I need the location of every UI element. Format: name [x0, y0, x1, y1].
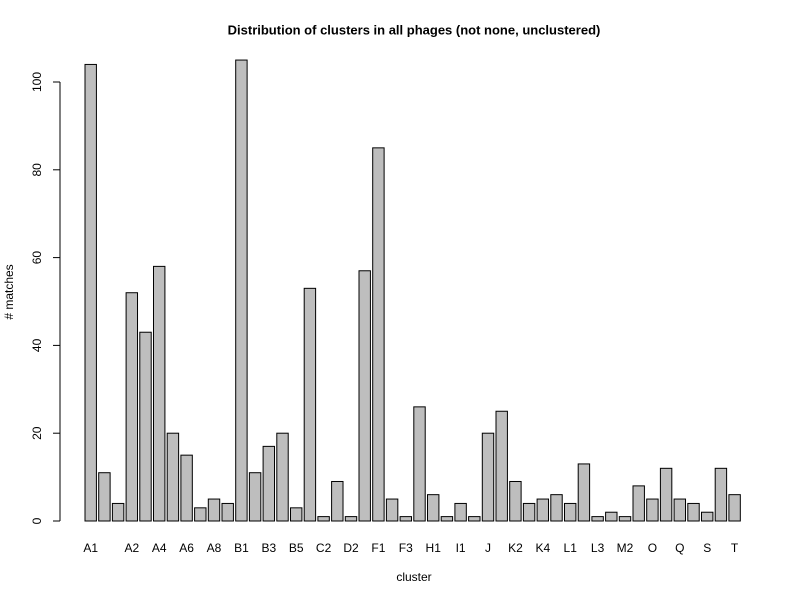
x-tick-label: A1 — [83, 541, 98, 555]
bar — [714, 467, 728, 522]
x-tick-label: J — [485, 541, 491, 555]
bar — [372, 147, 385, 522]
x-tick-label: F1 — [371, 541, 385, 555]
y-tick-label: 0 — [30, 517, 44, 524]
bar — [139, 331, 152, 522]
y-tick-label: 80 — [30, 163, 44, 177]
x-tick-label: C2 — [316, 541, 332, 555]
x-tick-label: S — [703, 541, 711, 555]
x-tick-label: K2 — [508, 541, 523, 555]
x-tick-label: A2 — [124, 541, 139, 555]
bar — [194, 507, 207, 522]
y-tick-label: 40 — [30, 338, 44, 352]
x-tick-label: A4 — [152, 541, 167, 555]
x-tick-label: K4 — [535, 541, 550, 555]
bar — [413, 406, 426, 522]
x-axis-label: cluster — [396, 570, 431, 584]
bar — [358, 270, 371, 522]
bar — [577, 463, 591, 522]
bar — [468, 516, 481, 522]
bar — [235, 59, 248, 522]
bar — [180, 454, 193, 522]
x-tick-label: H1 — [426, 541, 442, 555]
x-tick-label: L1 — [564, 541, 578, 555]
bar — [659, 467, 673, 522]
bar — [440, 516, 454, 522]
bar — [536, 498, 550, 522]
bar — [153, 265, 166, 522]
y-tick-label: 20 — [30, 426, 44, 440]
bar — [550, 494, 563, 522]
bar — [221, 502, 234, 522]
bar — [262, 445, 276, 522]
bar — [564, 502, 577, 522]
x-tick-label: A6 — [179, 541, 194, 555]
bar — [591, 516, 604, 522]
bar — [84, 63, 97, 522]
bar — [344, 516, 358, 522]
bar — [427, 494, 440, 522]
bar — [509, 480, 522, 522]
bar — [331, 480, 344, 522]
x-tick-label: F3 — [399, 541, 413, 555]
y-axis-label: # matches — [2, 264, 16, 319]
bar — [303, 287, 317, 522]
x-tick-label: D2 — [343, 541, 359, 555]
bar — [618, 516, 632, 522]
bar — [632, 485, 645, 522]
bar — [385, 498, 399, 522]
bar — [290, 507, 303, 522]
bar — [673, 498, 687, 522]
bar — [98, 472, 111, 522]
bar — [646, 498, 659, 522]
chart-title: Distribution of clusters in all phages (… — [228, 22, 601, 37]
bar — [125, 292, 139, 522]
x-tick-label: L3 — [591, 541, 605, 555]
bar — [605, 511, 618, 522]
bar — [454, 502, 467, 522]
bar — [248, 472, 262, 522]
x-tick-label: M2 — [617, 541, 634, 555]
bar — [399, 516, 413, 522]
bar — [687, 502, 700, 522]
x-tick-label: I1 — [456, 541, 466, 555]
y-tick-label: 60 — [30, 251, 44, 265]
x-tick-label: Q — [675, 541, 684, 555]
bar — [728, 494, 741, 522]
x-tick-label: B5 — [289, 541, 304, 555]
x-tick-label: B3 — [261, 541, 276, 555]
bar — [317, 516, 330, 522]
bar — [276, 432, 289, 522]
x-tick-label: T — [731, 541, 739, 555]
bar — [481, 432, 495, 522]
x-tick-label: B1 — [234, 541, 249, 555]
bar — [111, 502, 125, 522]
x-tick-label: O — [648, 541, 657, 555]
bar — [522, 502, 536, 522]
bar — [701, 511, 714, 522]
bar — [495, 410, 508, 522]
bar — [166, 432, 180, 522]
x-tick-label: A8 — [207, 541, 222, 555]
bar — [207, 498, 221, 522]
y-tick-label: 100 — [30, 72, 44, 92]
